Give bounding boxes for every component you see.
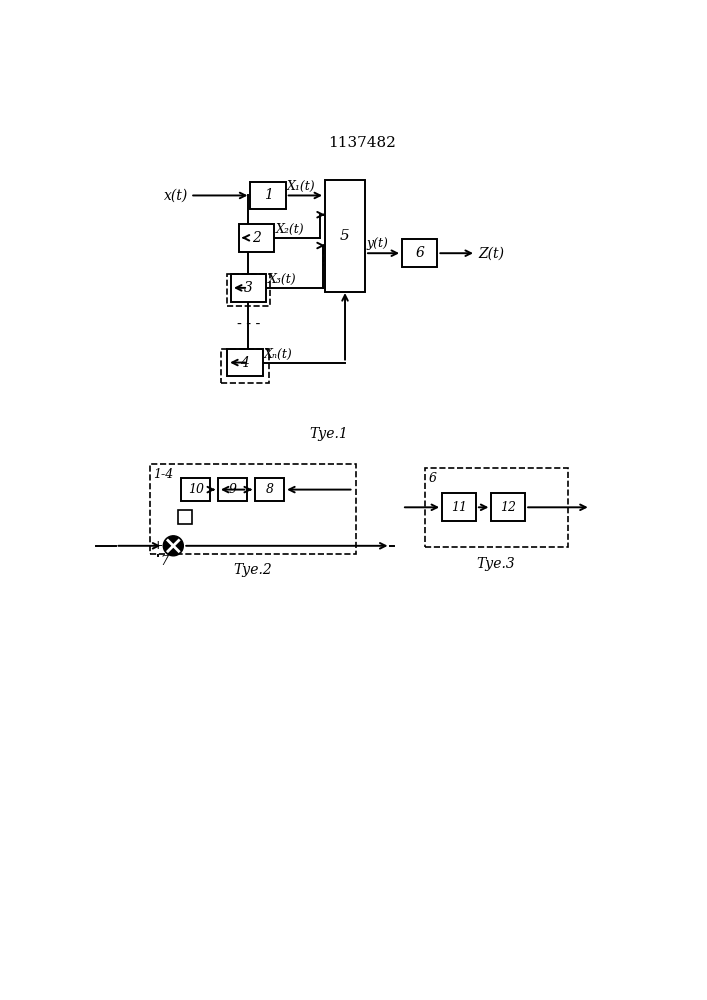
Text: X₁(t): X₁(t) [287, 180, 316, 193]
Text: X₃(t): X₃(t) [268, 273, 297, 286]
Bar [425, 468, 568, 547]
Text: 12: 12 [501, 501, 516, 514]
Bar [231, 274, 267, 302]
Text: 1-4: 1-4 [153, 468, 173, 481]
Bar [325, 180, 365, 292]
Circle shape [163, 536, 183, 556]
Text: X₂(t): X₂(t) [276, 223, 304, 236]
Text: x(t): x(t) [164, 188, 188, 202]
Bar [239, 224, 274, 252]
Text: Z(t): Z(t) [478, 246, 504, 260]
Text: Xₙ(t): Xₙ(t) [264, 348, 293, 361]
Text: Τуе.3: Τуе.3 [477, 557, 515, 571]
Bar [218, 478, 247, 501]
Text: 1137482: 1137482 [328, 136, 396, 150]
Text: 9: 9 [228, 483, 237, 496]
Text: Τуе.1: Τуе.1 [310, 427, 349, 441]
Text: 6: 6 [415, 246, 424, 260]
Bar [250, 182, 286, 209]
Bar [227, 274, 270, 306]
Text: 3: 3 [245, 281, 253, 295]
Text: 5: 5 [340, 229, 350, 243]
Bar [442, 493, 476, 521]
Text: Τуе.2: Τуе.2 [233, 563, 272, 577]
Bar [221, 349, 269, 383]
Text: 1: 1 [264, 188, 272, 202]
Text: 4: 4 [240, 356, 250, 370]
Bar [150, 464, 356, 554]
Bar [402, 239, 438, 267]
Text: y(t): y(t) [366, 237, 388, 250]
Bar [227, 349, 262, 376]
Text: 8: 8 [266, 483, 274, 496]
Text: 2: 2 [252, 231, 261, 245]
Text: 6: 6 [429, 472, 437, 485]
Text: - - -: - - - [237, 317, 260, 331]
Text: 11: 11 [451, 501, 467, 514]
Bar [181, 478, 210, 501]
Bar [491, 493, 525, 521]
Text: +: + [153, 539, 163, 552]
Text: 7: 7 [160, 555, 169, 568]
Text: -: - [173, 532, 178, 545]
Bar [178, 510, 192, 524]
Text: 10: 10 [187, 483, 204, 496]
Bar [255, 478, 284, 501]
